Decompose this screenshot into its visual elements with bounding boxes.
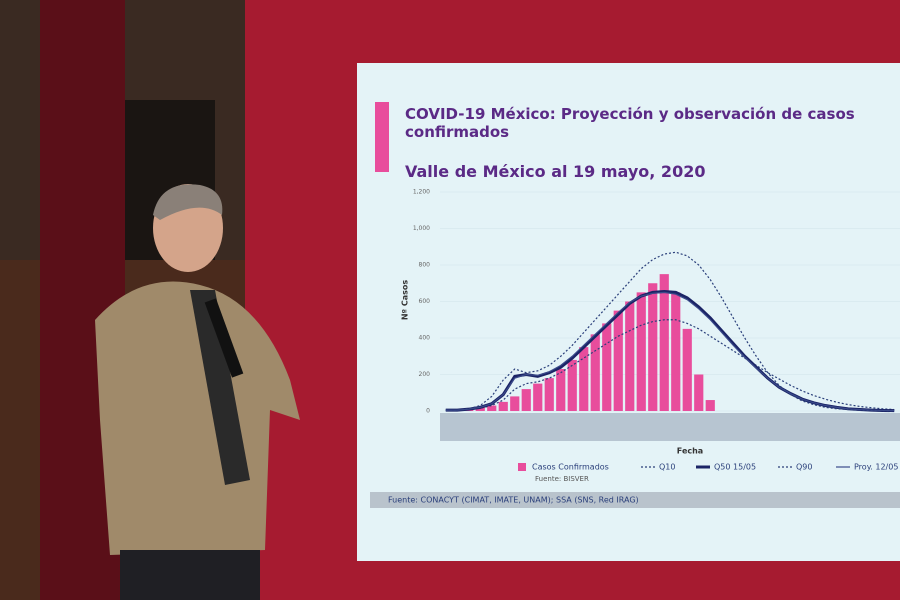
- series-line: [445, 291, 895, 412]
- slide-subtitle: Valle de México al 19 mayo, 2020: [405, 162, 706, 181]
- y-tick-label: 400: [419, 335, 431, 342]
- bar: [625, 301, 635, 411]
- x-axis-label: Fecha: [677, 447, 703, 456]
- bar: [579, 347, 589, 411]
- bar: [556, 369, 566, 411]
- bar: [694, 374, 704, 411]
- y-axis-label: Nº Casos: [401, 280, 410, 321]
- y-tick-label: 800: [419, 262, 431, 269]
- speaker-jacket: [95, 281, 300, 555]
- x-axis-date-strip: [440, 413, 900, 441]
- bar: [636, 292, 646, 411]
- bar: [498, 401, 508, 411]
- footer-text: Fuente: CONACYT (CIMAT, IMATE, UNAM); SS…: [388, 496, 639, 505]
- bar: [521, 389, 531, 411]
- bar: [602, 323, 612, 411]
- bar: [613, 310, 623, 411]
- bar: [533, 383, 543, 411]
- legend-swatch: [518, 463, 526, 471]
- bar: [705, 400, 715, 411]
- legend-label: Proy. 12/05: [854, 463, 898, 472]
- bar: [487, 405, 497, 411]
- bar: [659, 274, 669, 411]
- speaker-trousers: [120, 550, 260, 600]
- microphone: [204, 298, 244, 378]
- footer-band: [370, 492, 900, 508]
- legend-label: Q10: [659, 463, 675, 472]
- source-note: Fuente: BISVER: [535, 475, 589, 483]
- y-tick-label: 600: [419, 298, 431, 305]
- bar: [544, 378, 554, 411]
- series-line: [445, 319, 895, 411]
- legend-label: Casos Confirmados: [532, 463, 609, 472]
- series-line: [445, 251, 895, 412]
- series-line: [445, 289, 895, 413]
- legend-label: Q90: [796, 463, 812, 472]
- legend-label: Q50 15/05: [714, 463, 756, 472]
- y-tick-label: 0: [426, 408, 430, 415]
- speaker-tie: [190, 290, 250, 485]
- speaker-hair: [153, 184, 223, 220]
- bar: [475, 407, 485, 411]
- y-tick-label: 200: [419, 371, 431, 378]
- bar: [682, 328, 692, 411]
- y-tick-label: 1,200: [413, 189, 430, 196]
- bar: [567, 359, 577, 411]
- y-tick-label: 1,000: [413, 225, 430, 232]
- bar: [590, 334, 600, 411]
- bar: [510, 396, 520, 411]
- slide-accent: [375, 102, 389, 172]
- bar: [648, 283, 658, 411]
- slide-title: COVID-19 México: Proyección y observació…: [405, 105, 855, 141]
- bar: [671, 292, 681, 411]
